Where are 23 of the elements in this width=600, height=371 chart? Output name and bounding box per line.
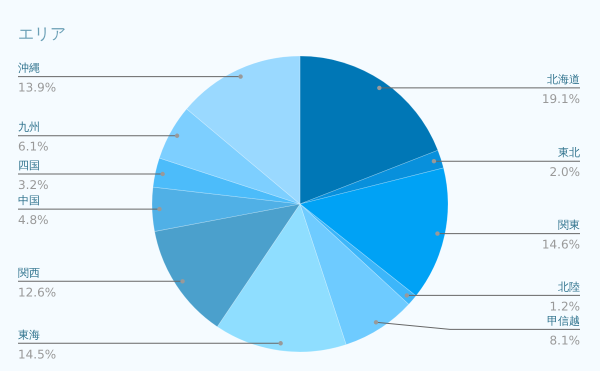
data-label: 8.1% <box>550 333 580 348</box>
data-label: 14.5% <box>18 347 56 362</box>
slice-label: 中国 <box>18 194 40 208</box>
data-label: 6.1% <box>18 140 48 154</box>
data-label: 1.2% <box>550 299 580 314</box>
slice-label: 甲信越 <box>547 314 580 328</box>
slice-label: 北陸 <box>558 280 580 294</box>
slice-label: 九州 <box>18 120 40 134</box>
slice-label: 四国 <box>18 159 40 172</box>
data-label: 12.6% <box>18 285 56 300</box>
slice-label: 北海道 <box>547 72 580 86</box>
slice-label: 東海 <box>18 328 40 342</box>
data-label: 2.0% <box>550 165 580 180</box>
slice-label: 関東 <box>558 218 580 232</box>
chart-title: エリア <box>18 24 66 43</box>
slice-label: 関西 <box>18 266 40 280</box>
data-label: 13.9% <box>18 80 56 95</box>
data-label: 19.1% <box>542 92 580 106</box>
data-label: 3.2% <box>18 178 48 192</box>
data-label: 4.8% <box>18 213 48 228</box>
data-label: 14.6% <box>542 238 580 252</box>
slice-label: 東北 <box>558 146 580 160</box>
slice-label: 沖縄 <box>18 62 40 75</box>
